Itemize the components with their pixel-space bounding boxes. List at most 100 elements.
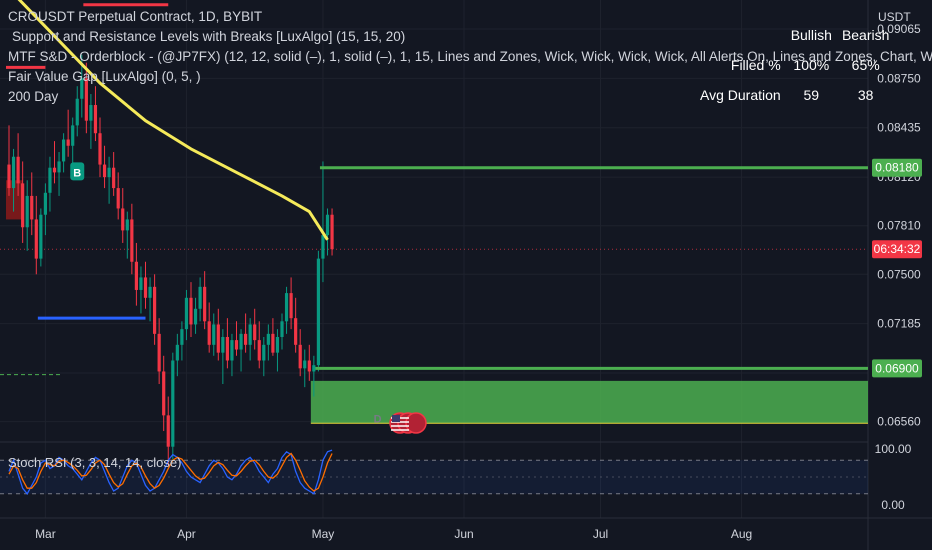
candle-body [116,188,120,209]
candle-body [25,195,29,228]
stats-cell: 65% [851,57,880,73]
stats-cell: 100% [793,57,830,73]
candle-body [284,293,289,322]
candle-body [266,333,270,345]
candle-body [143,277,148,298]
candle-body [307,360,311,372]
candle-body [198,286,202,309]
candle-body [221,336,225,353]
date-tick-label: Mar [35,527,56,541]
candle-body [16,156,20,184]
candle-body [184,297,189,330]
candle-body [7,164,11,189]
price-tick-label: 0.08435 [877,121,921,135]
candle-body [84,78,88,121]
rsi-tick-label: 0.00 [881,498,905,512]
candle-body [148,286,152,298]
price-axis-currency: USDT [878,10,911,24]
candle-body [107,167,111,178]
candle-body [139,277,143,290]
indicator-200-day[interactable]: 200 Day [8,89,59,104]
candle-body [48,167,52,193]
candle-body [153,286,157,334]
price-tick-label: 0.07810 [877,219,921,233]
candle-body [248,324,252,345]
candle-body [11,156,16,189]
date-tick-label: Apr [177,527,196,541]
indicator-fair-value-gap[interactable]: Fair Value Gap [LuxAlgo] (0, 5, ) [8,69,201,84]
candle-body [93,105,98,134]
flag-canton [392,415,400,422]
ma-200-line [17,0,329,241]
rsi-tick-label: 100.00 [875,442,912,456]
candle-body [212,324,216,345]
date-tick-label: Jul [593,527,608,541]
break-marker [70,162,85,181]
candle-body [134,261,138,290]
candle-body [43,192,47,215]
candle-body [39,214,43,259]
candle-body [125,219,129,231]
date-tick-label: May [312,527,335,541]
stats-row-label: Filled % [730,57,781,73]
candle-body [303,360,307,369]
candle-body [62,139,66,162]
price-label: 0.06900 [875,361,919,375]
candle-body [30,195,34,220]
candle-body [216,324,220,353]
price-label-box [872,158,922,177]
candle-body [330,214,334,250]
price-label-box [872,240,922,259]
price-label: 06:34:32 [874,242,921,256]
candle-body [52,167,57,173]
price-tick-label: 0.09065 [877,22,921,36]
symbol-line[interactable]: CROUSDT Perpetual Contract, 1D, BYBIT [8,9,263,24]
price-tick-label: 0.07500 [877,267,921,281]
candle-body [289,293,293,319]
candle-body [207,321,211,345]
candle-body [171,360,175,447]
candle-body [294,318,298,345]
indicator-mtf-orderblock[interactable]: MTF S&D - Orderblock - (@JP7FX) (12, 12,… [8,49,932,64]
candle-body [98,133,102,165]
stats-cell: 38 [857,87,874,103]
indicator-support-resistance[interactable]: Support and Resistance Levels with Break… [12,29,406,44]
candle-body [180,329,184,345]
candle-body [80,78,84,99]
candle-body [175,344,179,361]
candle-body [71,125,75,146]
price-tick-label: 0.07185 [877,317,921,331]
stats-header-bearish: Bearish [841,27,890,43]
stats-corner [700,20,781,50]
candle-body [203,286,207,322]
candle-body [257,340,261,361]
candle-body [157,333,161,372]
candle-body [253,324,257,341]
candle-body [321,235,325,259]
candle-body [193,308,198,325]
price-tick-label: 0.08750 [877,71,921,85]
candle-body [162,371,166,416]
stats-row-label: Avg Duration [700,87,781,103]
marker-label: D [374,413,382,425]
stats-header-bullish: Bullish [790,27,832,43]
candle-body [312,365,316,372]
candle-body [280,321,284,337]
candle-body [75,98,79,126]
date-tick-label: Aug [731,527,752,541]
candle-body [230,340,234,361]
marker-label: B [73,167,81,179]
stoch-rsi-legend[interactable]: Stoch RSI (3, 3, 14, 14, close) [8,455,182,470]
candle-body [121,208,125,231]
candle-body [239,333,243,350]
fvg-stats-table: Bullish Bearish Filled % 100% 65% Avg Du… [700,20,889,110]
stoch-d-line [8,452,333,492]
us-flag-icon [405,412,427,434]
candle-body [21,183,25,228]
candle-body [166,415,170,447]
stats-cell: 59 [803,87,820,103]
candle-body [225,336,229,361]
candle-body [244,333,248,345]
candle-body [112,167,116,189]
